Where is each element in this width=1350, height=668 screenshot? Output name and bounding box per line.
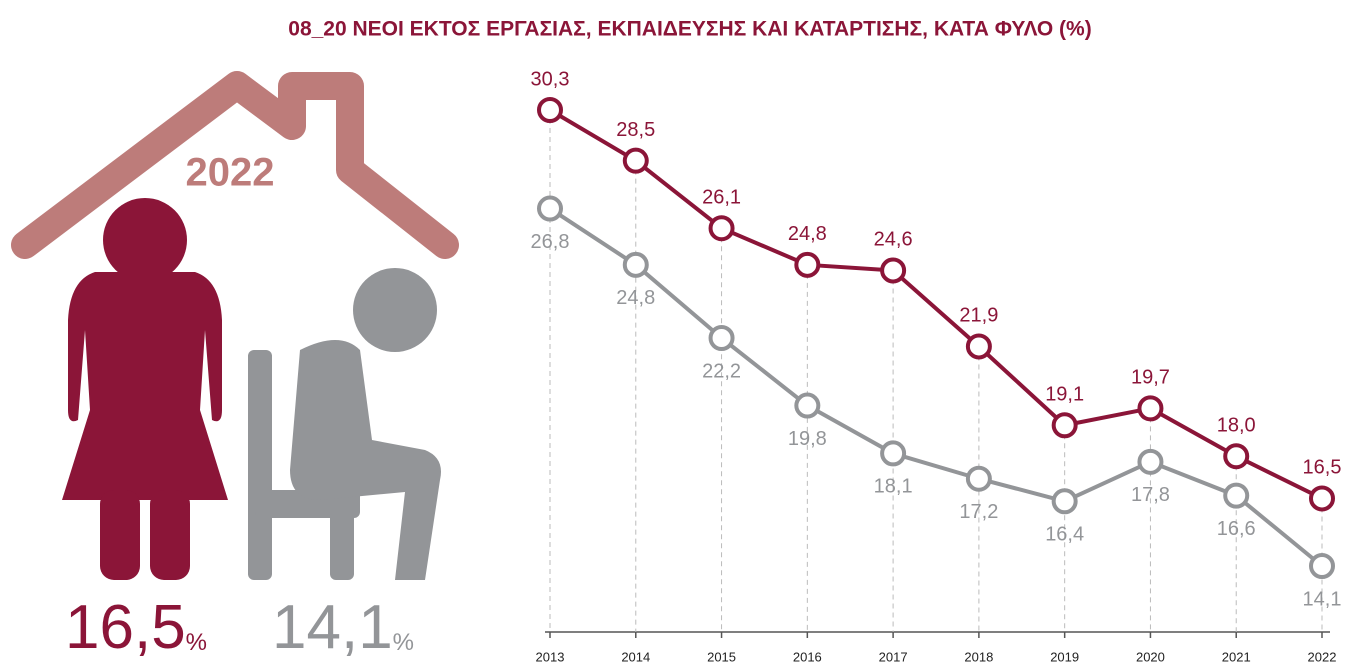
point <box>794 251 821 278</box>
point <box>880 257 907 284</box>
point <box>708 325 735 351</box>
point <box>537 97 563 123</box>
value-label: 24,8 <box>616 287 655 309</box>
unit: % <box>186 629 207 656</box>
value-label: 18,1 <box>874 476 913 498</box>
x-tick-label: 2015 <box>707 649 736 664</box>
value-label: 21,9 <box>959 305 998 327</box>
series-line <box>548 108 1323 501</box>
point <box>622 147 649 174</box>
series-line <box>548 206 1324 568</box>
x-tick-label: 2021 <box>1222 649 1251 664</box>
chart-title: 08_20 ΝΕΟΙ ΕΚΤΟΣ ΕΡΓΑΣΙΑΣ, ΕΚΠΑΙΔΕΥΣΗΣ Κ… <box>288 18 1091 41</box>
point <box>1137 448 1164 475</box>
point <box>1137 395 1164 422</box>
value-label: 19,7 <box>1131 367 1170 389</box>
point <box>537 195 563 222</box>
value-label: 26,1 <box>702 187 741 209</box>
value-label: 19,1 <box>1045 384 1084 406</box>
unit: % <box>393 629 414 656</box>
point <box>794 392 821 419</box>
value-label: 19,8 <box>788 428 827 450</box>
point <box>708 215 735 242</box>
value-label: 24,8 <box>788 223 827 245</box>
woman-icon <box>62 198 228 580</box>
point <box>1223 443 1250 470</box>
x-tick-label: 2018 <box>964 649 993 664</box>
value-label: 16,5 <box>1303 457 1342 479</box>
x-tick-label: 2020 <box>1136 649 1165 664</box>
female-share-value: 16,5 <box>65 593 186 662</box>
male-share: 14,1% <box>272 593 414 662</box>
point <box>1223 482 1250 509</box>
point <box>1309 485 1335 512</box>
male-share-value: 14,1 <box>272 593 393 662</box>
value-label: 28,5 <box>616 119 655 141</box>
roof-icon <box>11 71 459 259</box>
value-label: 30,3 <box>531 68 570 90</box>
value-label: 18,0 <box>1217 415 1256 437</box>
x-tick-label: 2022 <box>1308 649 1337 664</box>
point <box>1309 553 1335 579</box>
point <box>622 251 649 278</box>
x-tick-label: 2017 <box>879 649 908 664</box>
female-share: 16,5% <box>65 593 207 662</box>
value-label: 17,2 <box>959 501 998 523</box>
value-label: 17,8 <box>1131 484 1170 506</box>
year-label: 2022 <box>186 151 275 195</box>
point <box>965 465 992 492</box>
x-tick-label: 2013 <box>536 649 565 664</box>
point <box>1051 488 1078 515</box>
x-tick-label: 2019 <box>1050 649 1079 664</box>
value-label: 26,8 <box>531 231 570 253</box>
value-label: 16,6 <box>1217 518 1256 540</box>
x-tick-label: 2016 <box>793 649 822 664</box>
value-label: 16,4 <box>1045 524 1084 546</box>
value-label: 24,6 <box>874 229 913 251</box>
man-icon <box>248 268 441 580</box>
point <box>880 440 907 467</box>
x-tick-label: 2014 <box>621 649 650 664</box>
point <box>1051 412 1078 439</box>
value-label: 22,2 <box>702 360 741 382</box>
point <box>965 333 992 360</box>
value-label: 14,1 <box>1303 588 1342 610</box>
